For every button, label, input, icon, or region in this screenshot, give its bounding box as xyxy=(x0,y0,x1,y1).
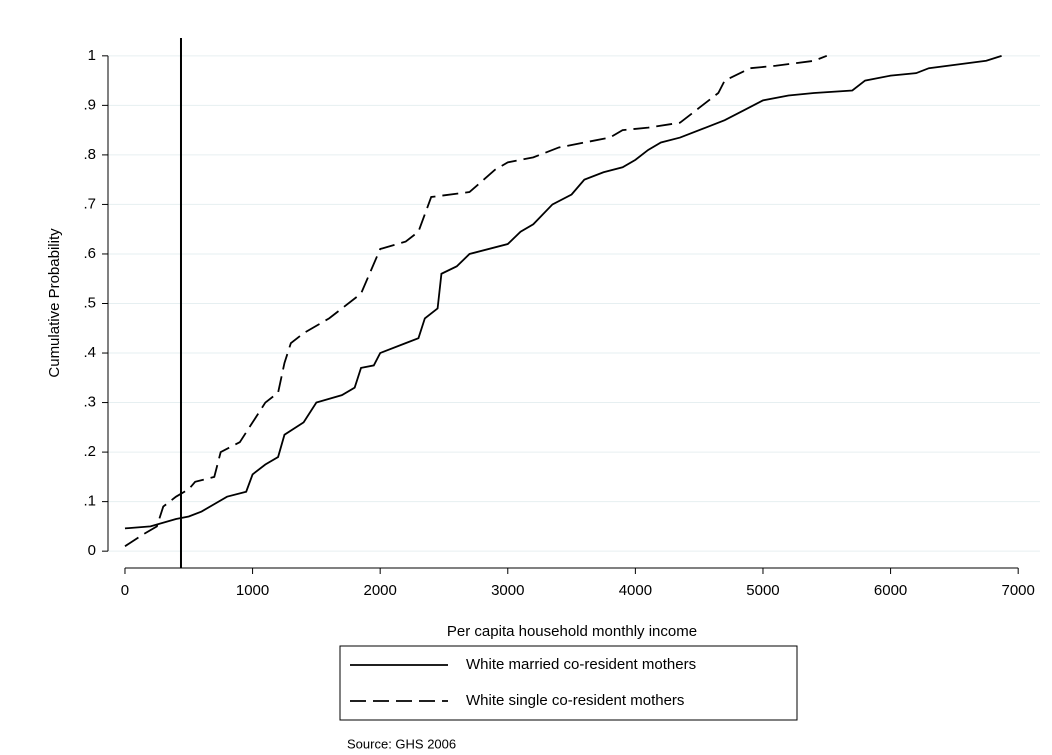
y-axis-label: Cumulative Probability xyxy=(46,228,63,378)
legend-label: White single co-resident mothers xyxy=(466,692,684,709)
x-tick-label: 0 xyxy=(121,582,129,599)
y-tick-label: .9 xyxy=(83,96,96,113)
y-tick-label: .7 xyxy=(83,195,96,212)
series-line xyxy=(124,54,1002,530)
series-line xyxy=(124,54,828,547)
x-tick-label: 6000 xyxy=(874,582,907,599)
y-tick-label: 1 xyxy=(88,47,96,64)
x-axis-label: Per capita household monthly income xyxy=(447,623,697,640)
y-tick-label: .6 xyxy=(83,245,96,262)
legend-label: White married co-resident mothers xyxy=(466,656,696,673)
y-tick-label: .2 xyxy=(83,443,96,460)
x-tick-label: 3000 xyxy=(491,582,524,599)
y-tick-label: .8 xyxy=(83,146,96,163)
y-tick-label: .3 xyxy=(83,394,96,411)
x-tick-label: 2000 xyxy=(363,582,396,599)
y-tick-label: .5 xyxy=(83,294,96,311)
y-tick-label: .1 xyxy=(83,493,96,510)
x-tick-label: 7000 xyxy=(1001,582,1034,599)
x-tick-label: 4000 xyxy=(619,582,652,599)
x-tick-label: 1000 xyxy=(236,582,269,599)
x-tick-label: 5000 xyxy=(746,582,779,599)
legend-box xyxy=(339,645,798,721)
y-tick-label: .4 xyxy=(83,344,96,361)
y-tick-label: 0 xyxy=(88,542,96,559)
source-note: Source: GHS 2006 xyxy=(347,736,456,751)
